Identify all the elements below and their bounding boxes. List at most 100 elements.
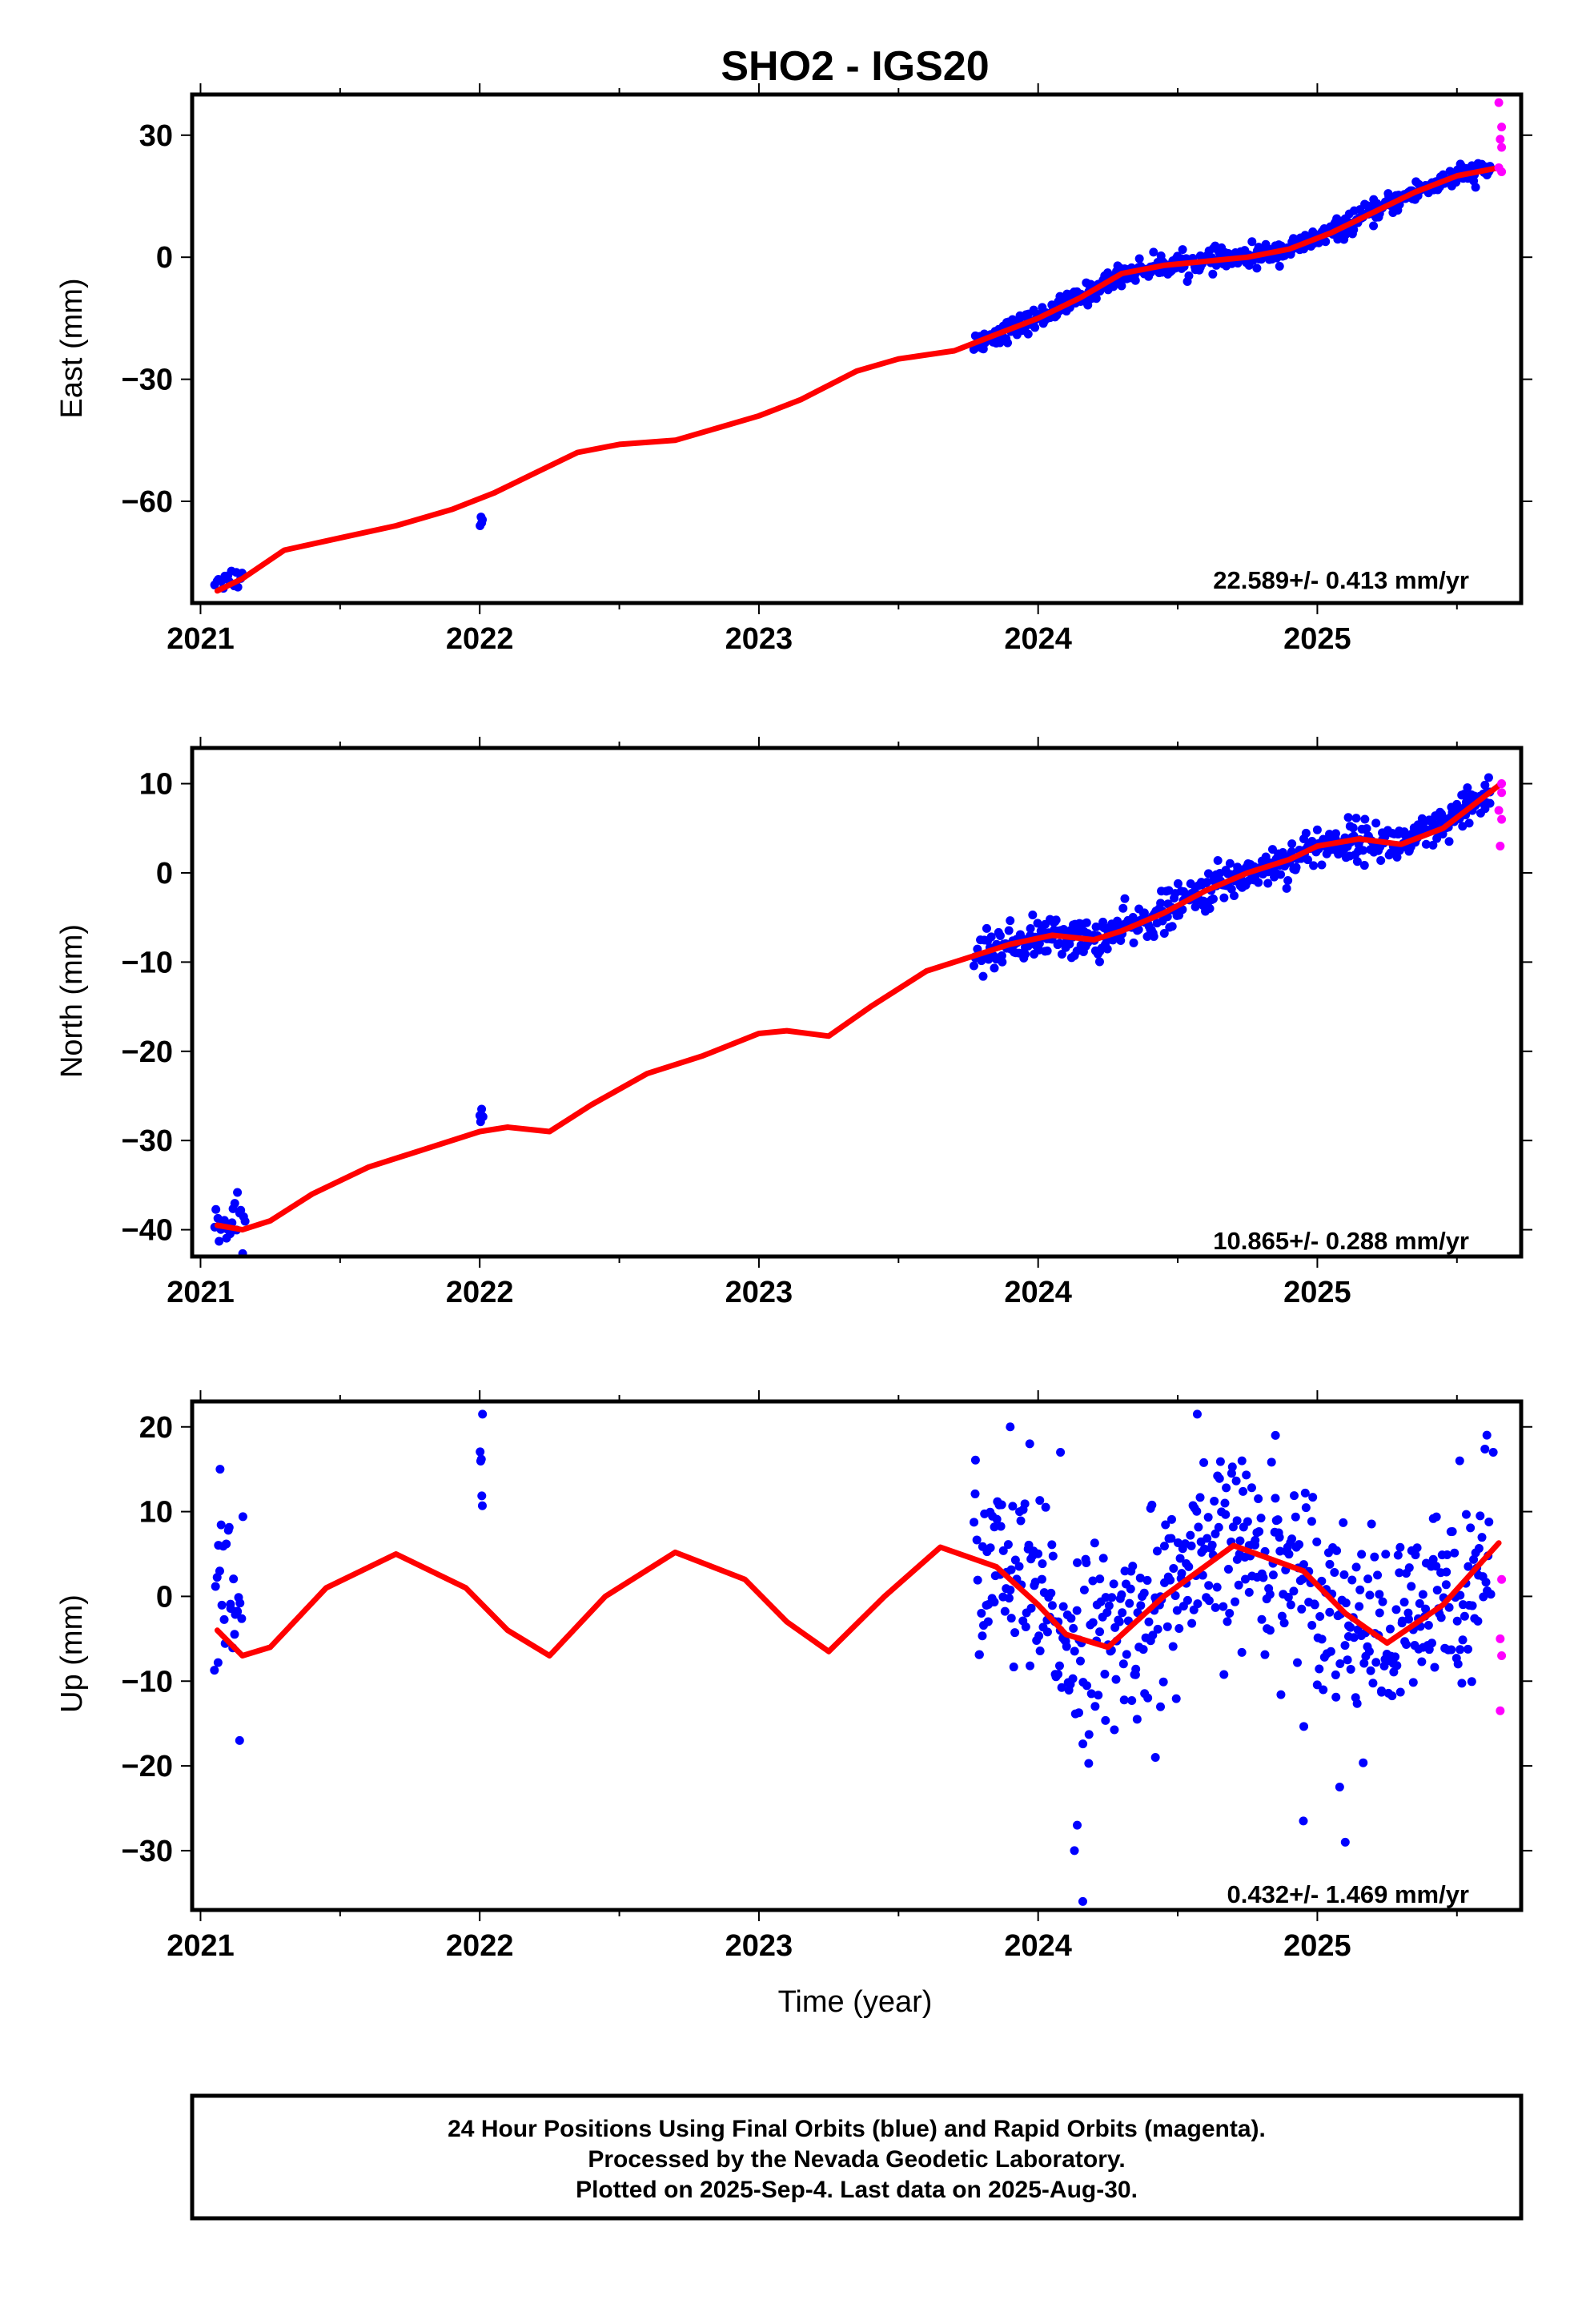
- north-final-point: [1219, 893, 1229, 903]
- east-rapid-point: [1497, 123, 1507, 132]
- north-final-point: [1359, 861, 1369, 870]
- up-final-point: [1393, 1550, 1403, 1560]
- north-final-point: [1118, 903, 1128, 913]
- up-final-point: [1474, 1544, 1484, 1554]
- up-final-point: [1464, 1644, 1473, 1654]
- north-x-tick-label: 2022: [446, 1276, 514, 1309]
- up-final-point: [1228, 1522, 1238, 1532]
- up-final-point: [1187, 1618, 1197, 1628]
- up-final-point: [238, 1512, 247, 1522]
- north-y-tick-label: −20: [122, 1035, 173, 1069]
- up-final-point: [977, 1609, 986, 1618]
- up-final-point: [1041, 1502, 1050, 1512]
- up-final-point: [1339, 1570, 1349, 1579]
- north-final-point: [969, 961, 978, 971]
- north-final-point: [997, 951, 1006, 960]
- up-final-point: [1090, 1538, 1099, 1548]
- up-final-point: [1428, 1554, 1438, 1564]
- up-final-point: [1021, 1622, 1030, 1631]
- up-final-point: [1144, 1617, 1154, 1626]
- up-final-point: [1119, 1695, 1129, 1705]
- north-final-point: [1102, 944, 1112, 954]
- up-final-point: [1094, 1691, 1103, 1700]
- up-final-point: [1431, 1562, 1441, 1571]
- up-final-point: [1147, 1500, 1157, 1510]
- east-x-tick-label: 2023: [725, 622, 793, 656]
- up-final-point: [1391, 1652, 1400, 1662]
- up-final-point: [1082, 1681, 1092, 1691]
- up-final-point: [1277, 1611, 1287, 1621]
- up-final-point: [974, 1650, 984, 1659]
- north-final-point: [1233, 862, 1243, 872]
- up-frame: [190, 1399, 1524, 1912]
- up-final-point: [217, 1600, 227, 1610]
- up-final-point: [1312, 1537, 1322, 1546]
- up-final-point: [1110, 1725, 1119, 1735]
- north-final-point: [1065, 939, 1074, 949]
- up-final-point: [1455, 1456, 1464, 1466]
- north-final-point: [1021, 949, 1030, 959]
- north-final-point: [1428, 840, 1438, 850]
- up-final-point: [1101, 1715, 1110, 1725]
- up-final-point: [1088, 1576, 1098, 1586]
- up-final-point: [990, 1522, 999, 1532]
- up-final-point: [1375, 1608, 1384, 1618]
- up-final-point: [1331, 1692, 1341, 1702]
- up-final-point: [1447, 1526, 1457, 1536]
- north-model-curve: [214, 782, 1502, 1233]
- up-final-point: [1326, 1647, 1335, 1656]
- north-rate-label: 10.865+/- 0.288 mm/yr: [1213, 1227, 1469, 1255]
- up-final-point: [1008, 1502, 1018, 1511]
- up-final-point: [1275, 1546, 1285, 1556]
- up-final-point: [1186, 1541, 1196, 1550]
- up-final-point: [1355, 1602, 1364, 1611]
- up-final-point: [1234, 1580, 1243, 1590]
- east-rapid-point: [1496, 135, 1505, 144]
- up-x-tick-label: 2022: [446, 1929, 514, 1963]
- north-final-point: [1392, 852, 1402, 862]
- up-final-point: [1222, 1483, 1231, 1493]
- up-final-point: [1084, 1730, 1094, 1739]
- up-final-point: [1199, 1544, 1209, 1554]
- up-final-point: [1211, 1602, 1220, 1612]
- up-final-point: [1476, 1511, 1485, 1521]
- up-final-point: [1423, 1620, 1433, 1630]
- up-final-point: [1412, 1543, 1422, 1553]
- east-final-point: [1003, 338, 1013, 348]
- up-final-point: [1457, 1679, 1467, 1688]
- north-final-point: [1464, 818, 1474, 828]
- up-final-point: [1136, 1601, 1146, 1610]
- up-final-point: [1004, 1594, 1014, 1603]
- up-final-point: [1385, 1624, 1395, 1634]
- up-plot-area: [210, 1409, 1502, 1906]
- up-final-point: [1421, 1604, 1431, 1614]
- up-final-point: [1427, 1638, 1436, 1648]
- up-final-point: [1335, 1783, 1344, 1792]
- up-final-point: [1247, 1483, 1256, 1493]
- north-final-point: [1283, 876, 1293, 886]
- up-final-point: [1199, 1458, 1209, 1467]
- north-final-point: [1167, 922, 1177, 931]
- up-final-point: [1219, 1670, 1229, 1679]
- up-final-point: [1256, 1514, 1266, 1523]
- up-final-point: [1132, 1715, 1142, 1724]
- up-final-point: [1223, 1617, 1232, 1626]
- up-final-point: [1109, 1579, 1118, 1589]
- up-final-point: [1403, 1608, 1413, 1618]
- up-final-point: [1377, 1687, 1387, 1697]
- up-final-point: [1260, 1650, 1270, 1659]
- up-final-point: [1058, 1602, 1068, 1611]
- east-panel: 22.589+/- 0.413 mm/yr East (mm) 2021 2022…: [55, 83, 1532, 656]
- up-final-point: [1198, 1570, 1207, 1580]
- up-final-point: [1339, 1518, 1348, 1527]
- up-final-point: [1192, 1506, 1202, 1516]
- up-final-point: [1453, 1659, 1463, 1669]
- north-final-point: [990, 963, 999, 973]
- up-final-point: [1237, 1456, 1247, 1466]
- up-final-point: [1161, 1520, 1170, 1530]
- up-final-point: [1122, 1650, 1131, 1659]
- north-final-point: [1225, 858, 1235, 868]
- up-final-point: [1242, 1470, 1251, 1480]
- up-final-point: [970, 1518, 979, 1527]
- north-final-point: [1173, 879, 1182, 888]
